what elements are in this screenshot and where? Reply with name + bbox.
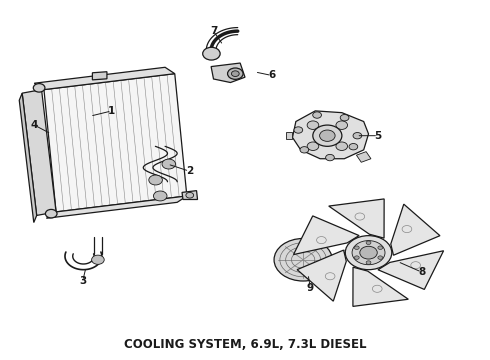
Circle shape xyxy=(46,210,57,218)
Text: 6: 6 xyxy=(268,71,275,80)
Circle shape xyxy=(307,121,319,130)
Polygon shape xyxy=(353,267,408,306)
Circle shape xyxy=(345,236,392,270)
Polygon shape xyxy=(293,111,368,159)
Circle shape xyxy=(326,154,334,161)
Circle shape xyxy=(227,68,243,79)
Circle shape xyxy=(340,114,349,121)
Circle shape xyxy=(336,121,347,130)
Circle shape xyxy=(92,255,104,264)
Polygon shape xyxy=(19,93,37,222)
Text: 2: 2 xyxy=(186,166,193,176)
Circle shape xyxy=(349,144,358,150)
Polygon shape xyxy=(34,67,175,90)
Circle shape xyxy=(366,241,371,244)
Circle shape xyxy=(366,261,371,264)
Circle shape xyxy=(307,142,319,150)
Circle shape xyxy=(313,125,342,146)
Circle shape xyxy=(231,71,239,77)
Polygon shape xyxy=(297,250,346,301)
Polygon shape xyxy=(378,251,443,289)
Text: 4: 4 xyxy=(30,120,38,130)
Circle shape xyxy=(149,175,162,185)
Circle shape xyxy=(313,112,321,118)
Circle shape xyxy=(378,256,383,260)
Polygon shape xyxy=(47,196,187,218)
Circle shape xyxy=(162,159,175,169)
Polygon shape xyxy=(286,132,293,139)
Text: 8: 8 xyxy=(418,267,425,277)
Text: 9: 9 xyxy=(307,283,314,293)
Circle shape xyxy=(352,240,385,265)
Circle shape xyxy=(360,246,377,259)
Polygon shape xyxy=(211,63,245,82)
Polygon shape xyxy=(44,74,187,212)
Circle shape xyxy=(294,127,303,133)
Text: 7: 7 xyxy=(210,26,217,36)
Circle shape xyxy=(319,130,335,141)
Text: COOLING SYSTEM, 6.9L, 7.3L DIESEL: COOLING SYSTEM, 6.9L, 7.3L DIESEL xyxy=(124,338,366,351)
Polygon shape xyxy=(356,152,371,162)
Circle shape xyxy=(300,147,309,153)
Polygon shape xyxy=(93,72,107,80)
Text: 5: 5 xyxy=(374,131,382,141)
Polygon shape xyxy=(22,90,56,215)
Circle shape xyxy=(33,84,45,92)
Circle shape xyxy=(354,246,359,249)
Circle shape xyxy=(274,238,332,281)
Text: 1: 1 xyxy=(108,106,116,116)
Polygon shape xyxy=(329,199,384,238)
Polygon shape xyxy=(294,216,359,255)
Polygon shape xyxy=(182,191,197,199)
Text: 3: 3 xyxy=(79,276,86,286)
Circle shape xyxy=(336,142,347,150)
Circle shape xyxy=(203,47,220,60)
Circle shape xyxy=(353,132,362,139)
Circle shape xyxy=(153,191,167,201)
Circle shape xyxy=(354,256,359,260)
Circle shape xyxy=(378,246,383,249)
Polygon shape xyxy=(391,204,440,255)
Circle shape xyxy=(186,192,194,198)
